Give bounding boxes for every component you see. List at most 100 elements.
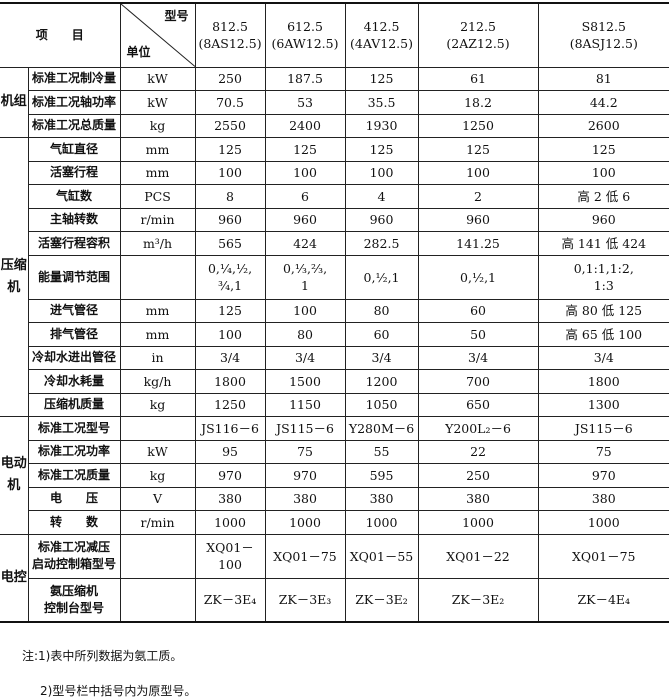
row-item: 标准工况总质量 xyxy=(28,113,121,138)
table-row: 排气管径 mm 100 80 60 50 高 65 低 100 xyxy=(0,322,669,347)
row-item: 气缸直径 xyxy=(27,137,121,162)
row-item: 转 数 xyxy=(28,510,121,535)
compressor-spec-table: 项 目 型号 单位 812.5 (8AS12.5) 612.5 (6AW12.5) … xyxy=(0,2,669,623)
row-value: 1000 xyxy=(264,510,346,535)
row-value: XQ01－22 xyxy=(417,533,539,579)
row-value: 1300 xyxy=(537,392,669,417)
row-value: 700 xyxy=(417,369,539,394)
row-value: 100 xyxy=(194,160,266,185)
row-value: 100 xyxy=(537,160,669,185)
row-item: 标准工况轴功率 xyxy=(28,90,121,115)
row-item: 主轴转数 xyxy=(28,207,121,232)
row-item: 压缩机质量 xyxy=(28,392,121,417)
table-row: 气缸数 PCS 8 6 4 2 高 2 低 6 xyxy=(0,184,669,209)
row-item: 标准工况型号 xyxy=(27,416,121,441)
row-value: 53 xyxy=(264,90,346,115)
row-value: 70.5 xyxy=(194,90,266,115)
table-row: 标准工况总质量 kg 2550 2400 1930 1250 2600 xyxy=(0,113,669,138)
model-name: 212.5 xyxy=(460,19,496,35)
model-original: (6AW12.5) xyxy=(271,36,339,52)
row-value: 18.2 xyxy=(417,90,539,115)
row-value: 250 xyxy=(194,66,266,91)
table-row: 电 压 V 380 380 380 380 380 xyxy=(0,486,669,511)
row-value: 141.25 xyxy=(417,231,539,256)
header-model-5: S812.5 (8ASJ12.5) xyxy=(537,2,669,68)
model-name: 612.5 xyxy=(287,19,323,35)
row-value: 970 xyxy=(537,463,669,488)
row-value: 970 xyxy=(264,463,346,488)
row-value: 1200 xyxy=(344,369,419,394)
row-value: 380 xyxy=(344,486,419,511)
row-unit: r/min xyxy=(119,510,196,535)
row-value: 35.5 xyxy=(344,90,419,115)
row-value: JS116－6 xyxy=(194,416,266,441)
row-value: 75 xyxy=(264,439,346,464)
row-value: 0,½,1 xyxy=(417,254,539,300)
row-value: 60 xyxy=(417,298,539,323)
row-value: 100 xyxy=(264,160,346,185)
row-item: 能量调节范围 xyxy=(28,254,121,300)
row-unit: kW xyxy=(119,66,196,91)
row-value: 4 xyxy=(344,184,419,209)
row-item: 冷却水耗量 xyxy=(28,369,121,394)
row-unit xyxy=(119,577,196,623)
group-label: 电控 xyxy=(0,533,29,623)
row-value: 2550 xyxy=(194,113,266,138)
row-item: 冷却水进出管径 xyxy=(28,345,121,370)
row-value: 1800 xyxy=(194,369,266,394)
row-value: 0,⅓,⅔, 1 xyxy=(264,254,346,300)
row-value: 0,1:1,1:2, 1:3 xyxy=(537,254,669,300)
header-model-2: 612.5 (6AW12.5) xyxy=(264,2,346,68)
row-unit xyxy=(119,416,196,441)
row-value: 2600 xyxy=(537,113,669,138)
table-row: 冷却水耗量 kg/h 1800 1500 1200 700 1800 xyxy=(0,369,669,394)
header-model-3: 412.5 (4AV12.5) xyxy=(344,2,419,68)
row-value: 1800 xyxy=(537,369,669,394)
table-row: 压缩机质量 kg 1250 1150 1050 650 1300 xyxy=(0,392,669,417)
row-item: 气缸数 xyxy=(28,184,121,209)
header-item-label: 项 目 xyxy=(0,2,121,68)
row-value: 960 xyxy=(537,207,669,232)
row-unit: m³/h xyxy=(119,231,196,256)
row-item: 标准工况质量 xyxy=(28,463,121,488)
row-unit: r/min xyxy=(119,207,196,232)
row-value: 125 xyxy=(194,137,266,162)
row-value: 0,¼,½, ¾,1 xyxy=(194,254,266,300)
row-item: 活塞行程 xyxy=(28,160,121,185)
row-value: 3/4 xyxy=(344,345,419,370)
table-row: 电动机 标准工况型号 JS116－6 JS115－6 Y280M－6 Y200L₂－6 JS… xyxy=(0,416,669,535)
row-item: 标准工况制冷量 xyxy=(27,66,121,91)
table-row: 进气管径 mm 125 100 80 60 高 80 低 125 xyxy=(0,298,669,323)
row-value: 55 xyxy=(344,439,419,464)
row-value: 1930 xyxy=(344,113,419,138)
row-value: 22 xyxy=(417,439,539,464)
row-item: 标准工况减压 启动控制箱型号 xyxy=(27,533,121,579)
table-row: 机组 标准工况制冷量 kW 250 187.5 125 61 81 xyxy=(0,66,669,138)
row-unit xyxy=(119,533,196,579)
row-value: 1000 xyxy=(537,510,669,535)
row-value: 380 xyxy=(264,486,346,511)
row-value: 380 xyxy=(194,486,266,511)
row-value: 125 xyxy=(194,298,266,323)
table-row: 活塞行程容积 m³/h 565 424 282.5 141.25 高 141 低 424 xyxy=(0,231,669,256)
model-original: (8AS12.5) xyxy=(198,36,262,52)
row-value: 60 xyxy=(344,322,419,347)
row-unit xyxy=(119,254,196,300)
row-value: 高 2 低 6 xyxy=(537,184,669,209)
table-row: 标准工况轴功率 kW 70.5 53 35.5 18.2 44.2 xyxy=(0,90,669,115)
header-diagonal-cell: 型号 单位 xyxy=(119,2,196,68)
row-value: 650 xyxy=(417,392,539,417)
row-value: ZK－3E₂ xyxy=(344,577,419,623)
row-value: 高 80 低 125 xyxy=(537,298,669,323)
row-value: 50 xyxy=(417,322,539,347)
row-value: 1250 xyxy=(417,113,539,138)
row-value: 80 xyxy=(264,322,346,347)
row-value: 970 xyxy=(194,463,266,488)
row-value: 0,½,1 xyxy=(344,254,419,300)
row-value: 565 xyxy=(194,231,266,256)
row-value: 100 xyxy=(344,160,419,185)
row-value: ZK－3E₃ xyxy=(264,577,346,623)
row-value: 1150 xyxy=(264,392,346,417)
row-value: Y280M－6 xyxy=(344,416,419,441)
row-item: 活塞行程容积 xyxy=(28,231,121,256)
